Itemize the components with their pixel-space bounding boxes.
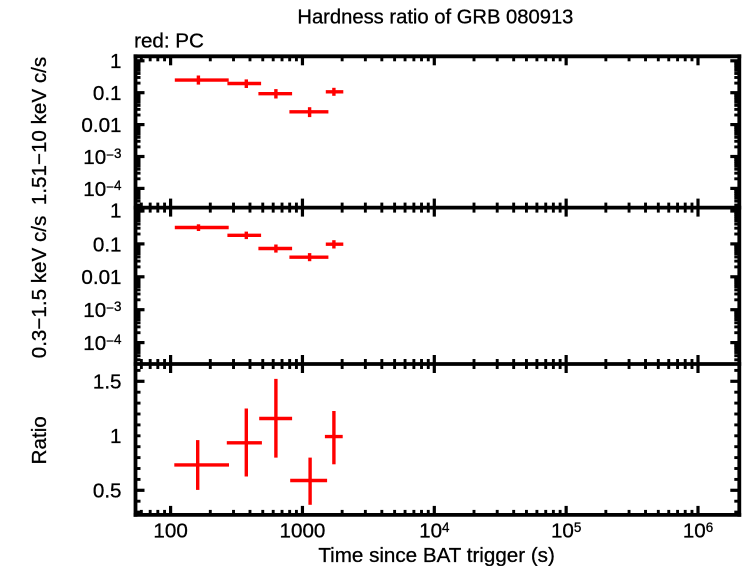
svg-text:1: 1 bbox=[110, 425, 121, 448]
svg-text:0.1: 0.1 bbox=[93, 233, 122, 256]
svg-text:1: 1 bbox=[110, 50, 121, 73]
svg-text:1000: 1000 bbox=[280, 520, 326, 543]
svg-text:0.01: 0.01 bbox=[81, 266, 121, 289]
svg-text:0.5: 0.5 bbox=[93, 480, 122, 503]
svg-text:100: 100 bbox=[153, 520, 187, 543]
svg-text:Ratio: Ratio bbox=[28, 416, 51, 464]
svg-text:106: 106 bbox=[683, 520, 713, 543]
svg-text:0.3−1.5 keV c/s: 0.3−1.5 keV c/s bbox=[28, 216, 51, 359]
svg-text:1: 1 bbox=[110, 199, 121, 222]
svg-text:0.1: 0.1 bbox=[93, 82, 122, 105]
svg-text:Time since BAT trigger (s): Time since BAT trigger (s) bbox=[318, 544, 555, 566]
svg-text:0.01: 0.01 bbox=[81, 114, 121, 137]
svg-text:105: 105 bbox=[551, 520, 581, 543]
svg-text:1.5: 1.5 bbox=[93, 371, 122, 394]
svg-text:Hardness ratio of GRB 080913: Hardness ratio of GRB 080913 bbox=[297, 7, 573, 29]
svg-text:1.51−10 keV c/s: 1.51−10 keV c/s bbox=[28, 57, 51, 205]
svg-text:red: PC: red: PC bbox=[134, 30, 204, 53]
